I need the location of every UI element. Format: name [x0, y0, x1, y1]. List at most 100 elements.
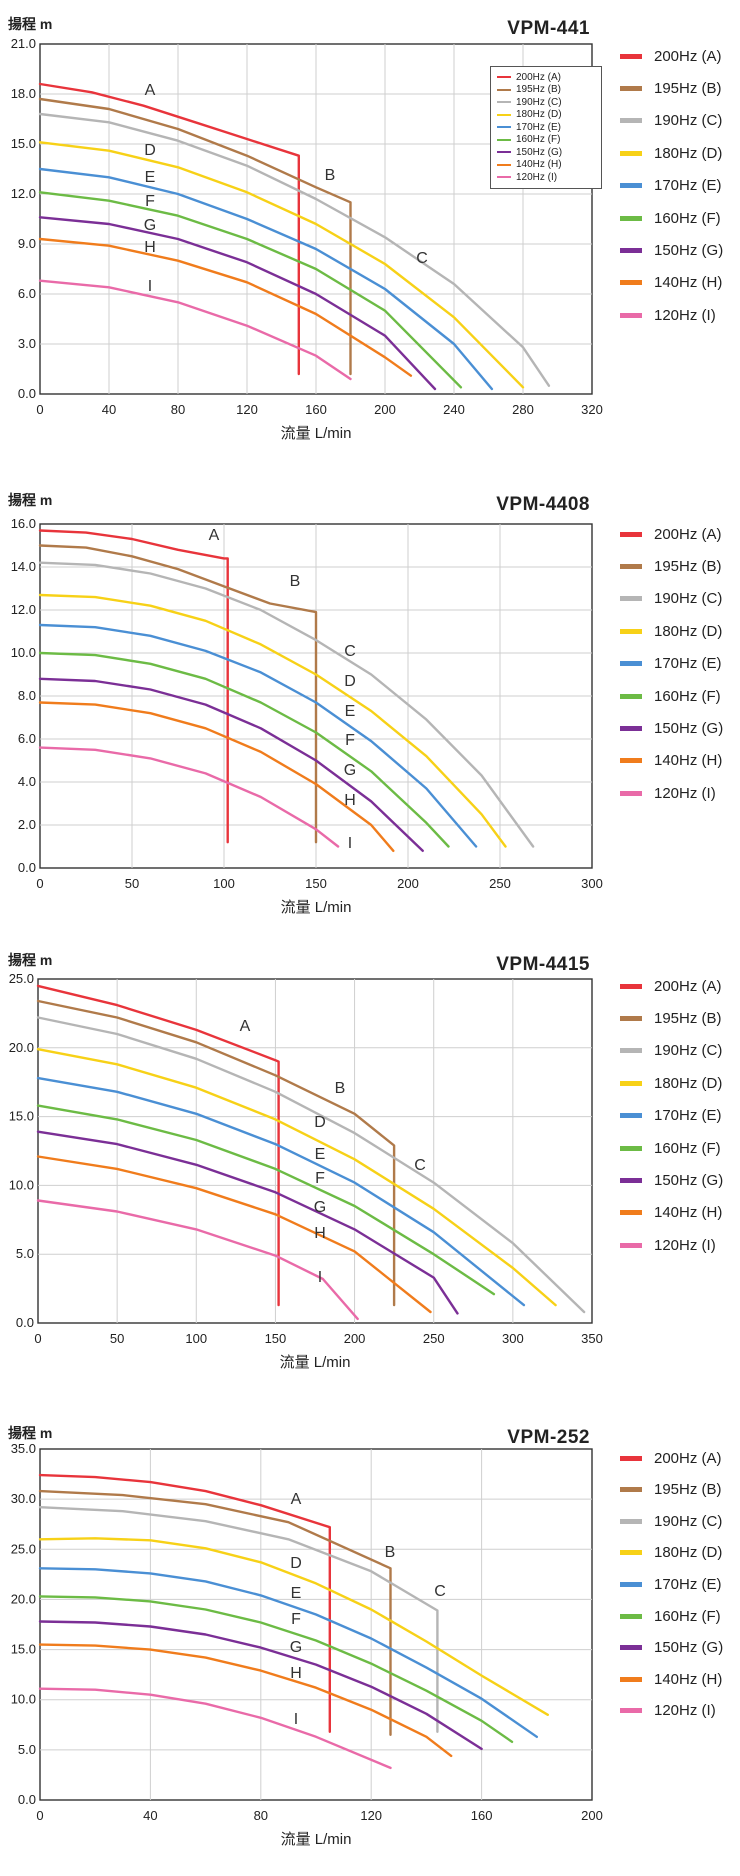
- legend-swatch: [620, 1080, 642, 1086]
- curve-label: B: [325, 167, 336, 184]
- legend-swatch: [620, 758, 642, 764]
- series-line-a: [38, 529, 229, 844]
- y-tick-label: 5.0: [18, 1742, 36, 1757]
- legend-label: 120Hz (I): [654, 1236, 716, 1254]
- y-tick-label: 35.0: [11, 1441, 36, 1456]
- legend-label: 160Hz (F): [654, 687, 721, 705]
- legend-swatch: [620, 280, 642, 286]
- inset-legend-label: 160Hz (F): [516, 134, 561, 146]
- curve-label: C: [344, 643, 356, 660]
- legend-swatch: [620, 1015, 642, 1021]
- legend-swatch: [497, 88, 511, 91]
- plot-frame: [39, 1448, 593, 1801]
- curve-label: I: [148, 278, 152, 295]
- y-tick-label: 6.0: [18, 731, 36, 746]
- curve-label: C: [434, 1583, 446, 1600]
- x-tick-label: 50: [125, 876, 139, 891]
- legend-swatch: [620, 1455, 642, 1461]
- y-tick-label: 18.0: [11, 86, 36, 101]
- legend-item: 150Hz (G): [620, 718, 723, 738]
- curve-label: B: [290, 573, 301, 590]
- legend-item: 160Hz (F): [620, 1606, 721, 1626]
- curve-label: F: [145, 193, 155, 210]
- legend-item: 200Hz (A): [620, 46, 722, 66]
- legend-label: 180Hz (D): [654, 622, 723, 640]
- chart-title: VPM-252: [507, 1427, 590, 1448]
- inset-legend-item: 160Hz (F): [497, 134, 595, 147]
- curve-label: B: [335, 1080, 346, 1097]
- legend-item: 170Hz (E): [620, 176, 722, 196]
- curve-label: H: [314, 1225, 326, 1242]
- legend-label: 195Hz (B): [654, 79, 722, 97]
- inset-legend-label: 190Hz (C): [516, 96, 562, 108]
- legend-swatch: [620, 1145, 642, 1151]
- series-line-h: [38, 1643, 453, 1758]
- y-tick-label: 20.0: [11, 1591, 36, 1606]
- y-tick-label: 15.0: [11, 1642, 36, 1657]
- legend-swatch: [620, 661, 642, 667]
- legend-item: 150Hz (G): [620, 1170, 723, 1190]
- legend-swatch: [497, 176, 511, 179]
- y-tick-label: 10.0: [11, 1692, 36, 1707]
- x-tick-label: 250: [423, 1331, 445, 1346]
- series-line-a: [36, 984, 280, 1307]
- y-tick-label: 10.0: [9, 1177, 34, 1192]
- series-line-e: [36, 1076, 526, 1307]
- series-line-a: [38, 82, 300, 376]
- x-tick-label: 320: [581, 402, 603, 417]
- legend-item: 190Hz (C): [620, 111, 722, 131]
- legend-item: 160Hz (F): [620, 1138, 721, 1158]
- legend-label: 170Hz (E): [654, 1575, 722, 1593]
- inset-legend-label: 200Hz (A): [516, 71, 562, 83]
- legend-item: 190Hz (C): [620, 1041, 722, 1061]
- curve-label: I: [348, 835, 352, 852]
- legend-label: 160Hz (F): [654, 209, 721, 227]
- legend-swatch: [620, 183, 642, 189]
- y-tick-label: 14.0: [11, 559, 36, 574]
- series-line-d: [36, 1047, 557, 1307]
- legend-item: 140Hz (H): [620, 273, 722, 293]
- series-line-g: [38, 1620, 483, 1751]
- series-line-c: [38, 561, 535, 848]
- legend-swatch: [497, 151, 511, 154]
- legend-label: 180Hz (D): [654, 1074, 723, 1092]
- legend-swatch: [620, 1708, 642, 1714]
- legend-swatch: [620, 215, 642, 221]
- curve-label: E: [345, 703, 356, 720]
- x-tick-label: 280: [512, 402, 534, 417]
- curve-label: C: [416, 250, 428, 267]
- inset-legend-item: 190Hz (C): [497, 96, 595, 109]
- legend-swatch: [620, 693, 642, 699]
- series-line-c: [38, 112, 551, 387]
- y-axis-title: 揚程 m: [8, 1425, 53, 1441]
- legend-label: 160Hz (F): [654, 1139, 721, 1157]
- legend-swatch: [620, 1613, 642, 1619]
- y-tick-label: 2.0: [18, 817, 36, 832]
- legend-swatch: [620, 1048, 642, 1054]
- x-tick-label: 0: [36, 876, 43, 891]
- legend-swatch: [620, 725, 642, 731]
- legend-item: 190Hz (C): [620, 589, 722, 609]
- legend-item: 195Hz (B): [620, 78, 722, 98]
- legend-item: 150Hz (G): [620, 1638, 723, 1658]
- x-axis-title: 流量 L/min: [281, 1831, 352, 1848]
- y-tick-label: 6.0: [18, 286, 36, 301]
- x-tick-label: 160: [305, 402, 327, 417]
- curve-label: G: [344, 762, 356, 779]
- inset-legend-item: 195Hz (B): [497, 84, 595, 97]
- legend-item: 180Hz (D): [620, 143, 722, 163]
- x-tick-label: 200: [581, 1808, 603, 1823]
- y-tick-label: 16.0: [11, 516, 36, 531]
- legend-swatch: [497, 138, 511, 141]
- legend-item: 120Hz (I): [620, 783, 716, 803]
- legend-label: 200Hz (A): [654, 525, 722, 543]
- y-tick-label: 0.0: [16, 1315, 34, 1330]
- series-line-d: [38, 593, 507, 848]
- y-tick-label: 9.0: [18, 236, 36, 251]
- x-tick-label: 200: [374, 402, 396, 417]
- series-line-b: [38, 97, 352, 376]
- chart-title: VPM-441: [507, 18, 590, 39]
- curve-label: F: [345, 732, 355, 749]
- series-line-i: [38, 1687, 392, 1770]
- x-tick-label: 100: [213, 876, 235, 891]
